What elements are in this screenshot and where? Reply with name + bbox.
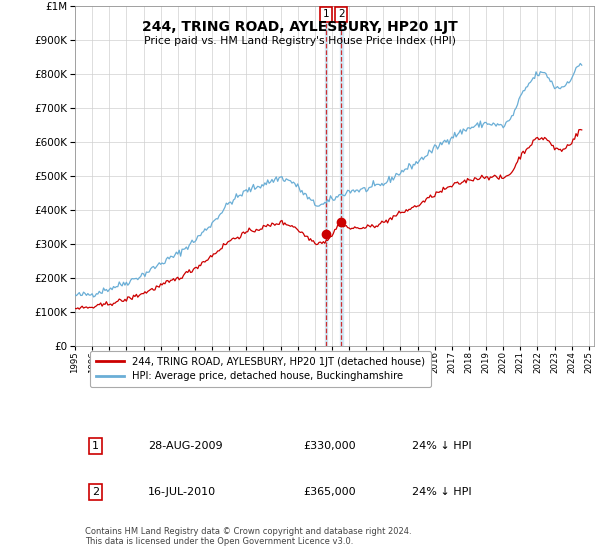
Text: 2: 2 xyxy=(92,487,100,497)
Legend: 244, TRING ROAD, AYLESBURY, HP20 1JT (detached house), HPI: Average price, detac: 244, TRING ROAD, AYLESBURY, HP20 1JT (de… xyxy=(91,351,431,388)
Text: 28-AUG-2009: 28-AUG-2009 xyxy=(148,441,222,451)
Bar xyxy=(340,6,343,346)
Text: Price paid vs. HM Land Registry's House Price Index (HPI): Price paid vs. HM Land Registry's House … xyxy=(144,36,456,46)
Text: 1: 1 xyxy=(323,9,329,19)
Text: 24% ↓ HPI: 24% ↓ HPI xyxy=(412,487,472,497)
Text: 2: 2 xyxy=(338,9,344,19)
Bar xyxy=(325,6,328,346)
Text: 24% ↓ HPI: 24% ↓ HPI xyxy=(412,441,472,451)
Text: £330,000: £330,000 xyxy=(304,441,356,451)
Text: 1: 1 xyxy=(92,441,99,451)
Text: 16-JUL-2010: 16-JUL-2010 xyxy=(148,487,216,497)
Text: Contains HM Land Registry data © Crown copyright and database right 2024.
This d: Contains HM Land Registry data © Crown c… xyxy=(85,526,412,546)
Text: £365,000: £365,000 xyxy=(304,487,356,497)
Text: 244, TRING ROAD, AYLESBURY, HP20 1JT: 244, TRING ROAD, AYLESBURY, HP20 1JT xyxy=(142,20,458,34)
